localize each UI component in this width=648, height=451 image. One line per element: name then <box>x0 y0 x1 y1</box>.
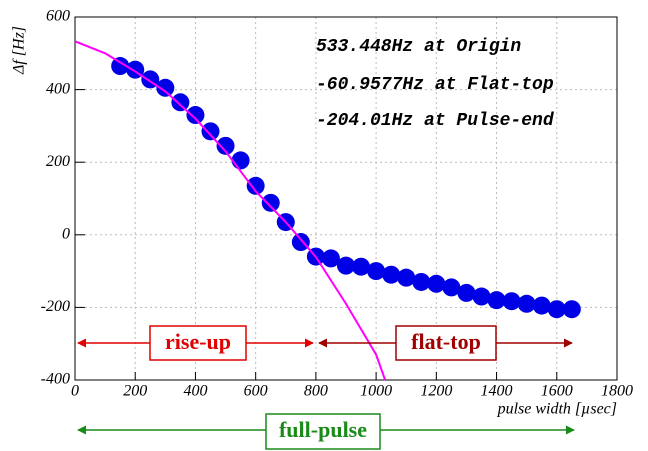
data-point <box>532 296 551 315</box>
data-point <box>427 274 446 293</box>
data-point <box>457 283 476 302</box>
x-tick-label: 0 <box>71 383 79 400</box>
data-point <box>487 291 506 310</box>
annotation: 533.448Hz at Origin <box>316 37 521 57</box>
x-tick-label: 400 <box>183 383 207 400</box>
y-tick-label: -400 <box>41 371 70 388</box>
data-point <box>171 93 190 112</box>
data-point <box>231 151 250 170</box>
span-label: rise-up <box>165 329 231 354</box>
data-point <box>502 292 521 311</box>
data-point <box>216 136 235 155</box>
x-tick-label: 800 <box>304 383 328 400</box>
annotation: -204.01Hz at Pulse-end <box>316 111 555 131</box>
data-point <box>261 193 280 212</box>
x-tick-label: 1400 <box>481 383 513 400</box>
y-tick-label: 600 <box>46 8 70 25</box>
x-tick-label: 200 <box>123 383 147 400</box>
y-tick-label: 200 <box>46 153 70 170</box>
data-point <box>291 233 310 252</box>
data-point <box>352 257 371 276</box>
data-point <box>337 256 355 275</box>
data-point <box>397 268 416 287</box>
y-axis-label: Δf [Hz] <box>11 26 28 75</box>
x-tick-label: 600 <box>244 383 268 400</box>
data-point <box>547 300 566 319</box>
data-point <box>412 272 431 291</box>
y-tick-label: 400 <box>46 80 70 97</box>
span-box <box>265 413 381 450</box>
data-point <box>321 249 340 268</box>
x-tick-label: 1000 <box>360 383 392 400</box>
span-label: flat-top <box>411 329 481 354</box>
x-axis-label: pulse width [µsec] <box>497 401 617 418</box>
data-point <box>246 176 265 195</box>
plot-frame <box>74 16 618 381</box>
span-label: full-pulse <box>279 417 367 442</box>
data-point <box>367 262 386 281</box>
data-point <box>382 265 401 284</box>
span-box <box>149 325 247 361</box>
data-point <box>201 122 220 141</box>
x-tick-label: 1600 <box>541 383 573 400</box>
data-point <box>156 78 175 97</box>
data-point <box>472 287 491 306</box>
x-tick-label: 1800 <box>601 383 633 400</box>
annotation: -60.9577Hz at Flat-top <box>316 75 554 95</box>
y-tick-label: 0 <box>62 225 70 242</box>
x-tick-label: 1200 <box>420 383 452 400</box>
data-point <box>442 278 461 297</box>
data-point <box>111 57 130 76</box>
span-box <box>395 325 497 361</box>
data-point <box>517 294 536 313</box>
data-point <box>186 106 205 125</box>
y-tick-label: -200 <box>41 298 70 315</box>
data-point <box>562 300 581 319</box>
fit-curve <box>74 40 387 381</box>
